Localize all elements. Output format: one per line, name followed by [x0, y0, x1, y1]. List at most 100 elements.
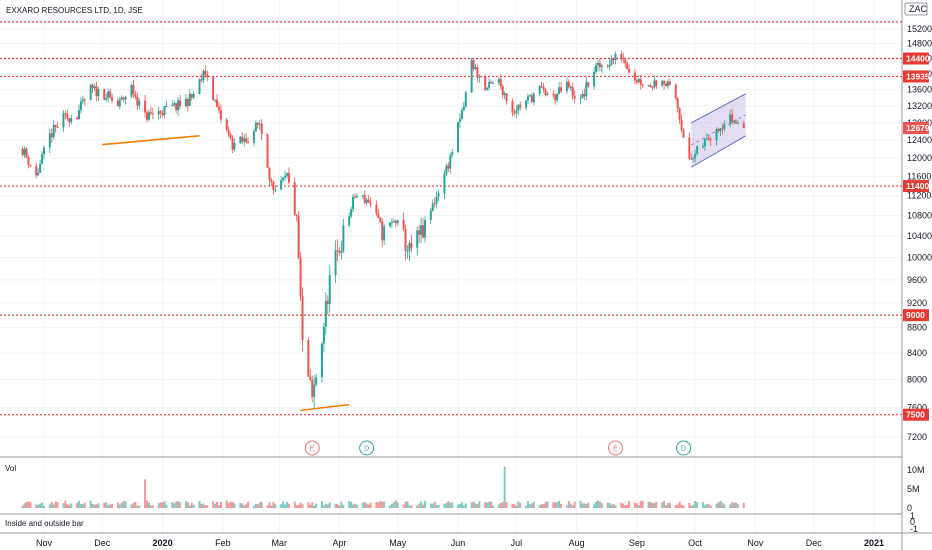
volume-bar — [733, 502, 736, 508]
candle-body — [254, 122, 257, 132]
candle-body — [266, 134, 269, 168]
volume-bar — [666, 502, 669, 508]
channel-lower-line[interactable] — [691, 135, 746, 168]
volume-bar — [729, 504, 732, 508]
candle-body — [462, 106, 465, 111]
event-marker-D-2[interactable] — [359, 440, 375, 456]
candle-body — [492, 82, 495, 84]
volume-bar — [486, 502, 489, 508]
event-marker-D-4[interactable] — [676, 440, 692, 456]
volume-bar — [457, 504, 460, 508]
price-axis[interactable]: 7200 7600 8000 8400 8800 9200 9600 10000 10400 10… — [903, 2, 932, 442]
volume-bar — [122, 500, 125, 508]
candle-body — [388, 222, 391, 227]
volume-tick-0: 0 — [907, 503, 912, 513]
indicator-pane[interactable]: Inside and outside bar — [0, 513, 902, 528]
volume-bar — [348, 501, 351, 508]
candle-body — [381, 221, 384, 241]
time-axis[interactable]: Nov Dec 2020 Feb Mar Apr May Jun Jul Aug Sep Oct Nov… — [36, 538, 884, 548]
candle-body — [694, 153, 697, 158]
volume-bar — [157, 503, 160, 508]
candle-body — [573, 95, 576, 99]
time-tick-Jul: Jul — [511, 538, 523, 548]
candle-body — [420, 225, 423, 235]
candle-body — [472, 60, 475, 70]
candle-body — [48, 133, 51, 148]
volume-bar — [647, 502, 650, 508]
candle-body — [418, 230, 421, 235]
volume-bar — [641, 500, 644, 508]
volume-bar — [396, 502, 399, 508]
volume-bar — [204, 505, 207, 508]
volume-bar — [635, 503, 638, 508]
volume-bar — [315, 503, 318, 508]
candle-body — [433, 203, 436, 205]
volume-bar — [206, 505, 209, 508]
volume-bar — [239, 503, 242, 508]
event-marker-E-3[interactable] — [607, 440, 623, 456]
candle-body — [600, 65, 603, 68]
price-tick-8800: 8800 — [907, 322, 927, 332]
volume-bar — [408, 505, 411, 508]
candle-body — [52, 124, 55, 138]
price-pane[interactable]: E D E D EXXARO RESOURCES LTD, 1D, JSE — [0, 0, 902, 533]
candle-body — [165, 105, 168, 107]
volume-bar — [260, 501, 263, 508]
volume-bar — [336, 504, 339, 508]
trendlines[interactable] — [102, 134, 350, 412]
candle-body — [270, 179, 273, 183]
volume-bar — [243, 505, 246, 508]
candle-body — [66, 113, 69, 119]
candle-body — [598, 62, 601, 68]
candle-body — [95, 86, 98, 97]
volume-bar — [651, 502, 654, 508]
volume-bar — [77, 500, 80, 508]
candle-body — [435, 196, 438, 204]
candle-body — [163, 106, 166, 116]
price-tick-12400: 12400 — [907, 135, 932, 145]
candle-body — [116, 100, 119, 107]
level-label-7500: 7500 — [906, 410, 925, 420]
candle-body — [217, 106, 220, 111]
candle-body — [272, 182, 275, 191]
trendline-1[interactable] — [102, 134, 200, 146]
trendline-2[interactable] — [300, 403, 350, 412]
volume-pane[interactable]: Vol — [0, 456, 902, 508]
channel-upper-line[interactable] — [691, 93, 746, 124]
volume-bar — [41, 502, 44, 508]
candle-body — [721, 128, 724, 130]
candle-body — [157, 111, 160, 115]
last-price-label: 12679 — [906, 123, 930, 133]
candle-body — [486, 87, 489, 90]
volume-bar — [596, 500, 599, 508]
candle-body — [443, 174, 446, 194]
volume-bar — [519, 502, 522, 508]
volume-bar — [418, 503, 421, 508]
candle-body — [35, 166, 38, 176]
volume-bar — [39, 503, 42, 508]
volume-bar — [734, 502, 737, 508]
volume-bar — [622, 503, 625, 508]
volume-bar — [701, 502, 704, 508]
volume-bar — [313, 505, 316, 508]
volume-bar — [383, 501, 386, 508]
time-tick-Sep: Sep — [629, 538, 645, 548]
candle-body — [663, 81, 666, 84]
volume-bar — [282, 501, 285, 508]
price-tick-7200: 7200 — [907, 432, 927, 442]
event-marker-E-1[interactable] — [304, 440, 320, 456]
volume-bar — [274, 504, 277, 508]
candle-body — [146, 112, 149, 120]
volume-bar — [287, 503, 290, 508]
candle-body — [105, 97, 108, 100]
volume-bar — [23, 503, 26, 508]
candle-body — [120, 97, 123, 100]
candle-body — [499, 79, 502, 86]
candle-body — [274, 189, 277, 191]
volume-bar — [674, 504, 677, 508]
volume-bar — [50, 501, 53, 508]
candle-body — [655, 80, 658, 86]
volume-bar — [552, 502, 555, 508]
